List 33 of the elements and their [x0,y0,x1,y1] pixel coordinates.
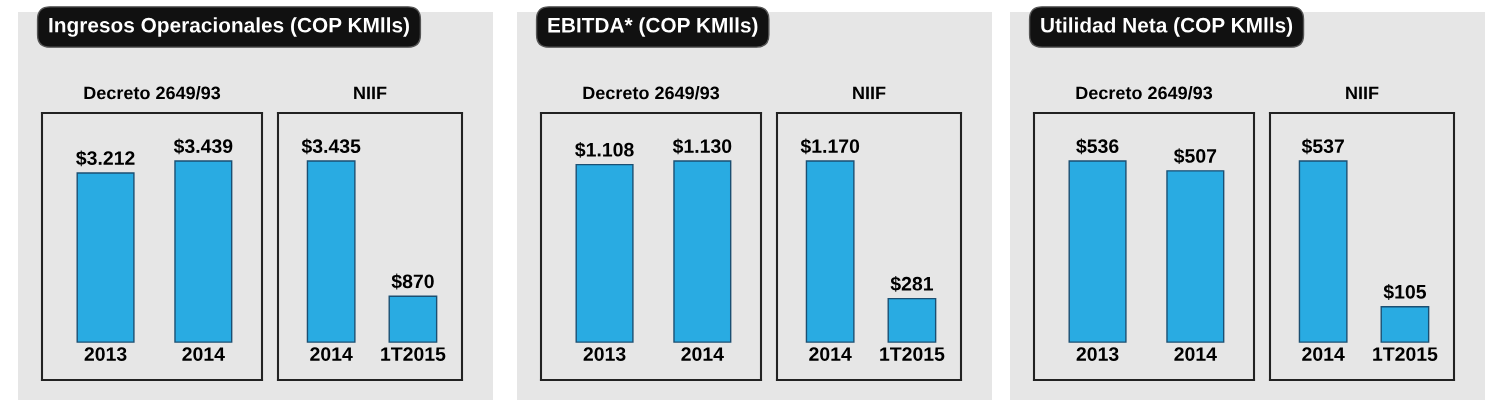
x-tick-label: 2013 [583,347,626,361]
x-tick-label: 1T2015 [880,347,945,361]
data-label: $537 [1301,138,1344,155]
data-label: $1.170 [800,138,860,155]
x-tick-label: 2014 [809,347,852,361]
data-label: $3.212 [76,150,135,167]
data-label: $105 [1383,284,1427,300]
data-label: $507 [1173,148,1217,165]
x-tick-label: 2013 [1076,347,1119,361]
data-label: $281 [890,275,934,292]
x-tick-label: 2014 [681,347,724,361]
chart-subtitle: NIIF [853,86,886,100]
x-tick-label: 1T2015 [381,347,446,361]
x-tick-label: 2014 [1174,347,1217,361]
chart-title: EBITDA* (COP KMlls) [548,17,758,37]
chart-subtitle: NIIF [1346,86,1379,100]
data-label: $3.439 [173,138,233,155]
x-tick-label: 2013 [84,347,127,361]
x-tick-label: 2014 [1302,347,1345,361]
chart-subtitle: NIIF [354,86,387,100]
chart-title: Ingresos Operacionales (COP KMlls) [49,17,409,37]
x-tick-label: 2014 [310,347,353,361]
data-label: $3.435 [301,138,361,155]
x-tick-label: 1T2015 [1373,347,1438,361]
chart-subtitle: Decreto 2649/93 [583,86,720,100]
chart-title: Utilidad Neta (COP KMlls) [1041,17,1293,37]
chart-subtitle: Decreto 2649/93 [1076,86,1213,100]
data-label: $1.130 [672,138,732,155]
chart-subtitle: Decreto 2649/93 [84,86,221,100]
data-label: $536 [1076,138,1119,155]
data-label: $870 [391,273,434,290]
x-tick-label: 2014 [182,347,225,361]
data-label: $1.108 [575,141,634,158]
